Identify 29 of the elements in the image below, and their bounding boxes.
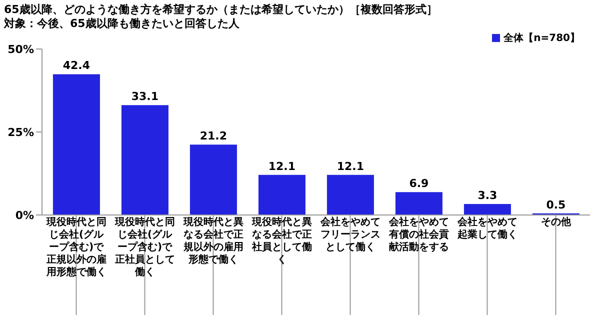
data-label: 12.1	[336, 160, 364, 173]
bar	[464, 204, 511, 215]
y-tick-label: 50%	[8, 42, 34, 56]
data-label: 6.9	[409, 177, 429, 190]
data-label: 0.5	[546, 198, 566, 212]
x-tick-label: 現役時代と同じ会社(グループ含む)で正規以外の雇用形態で働く	[45, 216, 106, 278]
x-tick-label: 現役時代と異なる会社で正規以外の雇用形態で働く	[182, 216, 244, 266]
chart-subtitle: 対象：今後、65歳以降も働きたいと回答した人	[4, 17, 240, 31]
x-tick-label: 会社をやめてフリーランスとして働く	[319, 216, 380, 253]
data-label: 42.4	[62, 59, 90, 72]
bar	[326, 174, 374, 215]
x-tick-label: 現役時代と同じ会社(グループ含む)で正社員として働く	[114, 216, 175, 278]
data-label: 3.3	[478, 189, 498, 202]
data-label: 33.1	[131, 90, 159, 104]
bar	[258, 174, 306, 215]
x-tick-label: その他	[540, 216, 572, 228]
bar	[121, 105, 168, 215]
bar	[52, 74, 100, 215]
y-tick-label: 25%	[8, 126, 34, 139]
data-label: 12.1	[268, 160, 296, 173]
data-label: 21.2	[200, 130, 228, 143]
chart-title: 65歳以降、どのような働き方を希望するか（または希望していたか）［複数回答形式］	[4, 3, 438, 17]
bar	[395, 192, 442, 215]
x-tick-label: 現役時代と異なる会社で正社員として働く	[250, 216, 312, 266]
bar	[190, 144, 237, 215]
legend-label: 全体【n=780】	[504, 33, 580, 44]
y-tick-label: 0%	[15, 208, 34, 222]
x-tick-label: 会社をやめて有償の社会貢献活動をする	[388, 216, 449, 253]
x-tick-label: 会社をやめて起業して働く	[456, 216, 518, 240]
